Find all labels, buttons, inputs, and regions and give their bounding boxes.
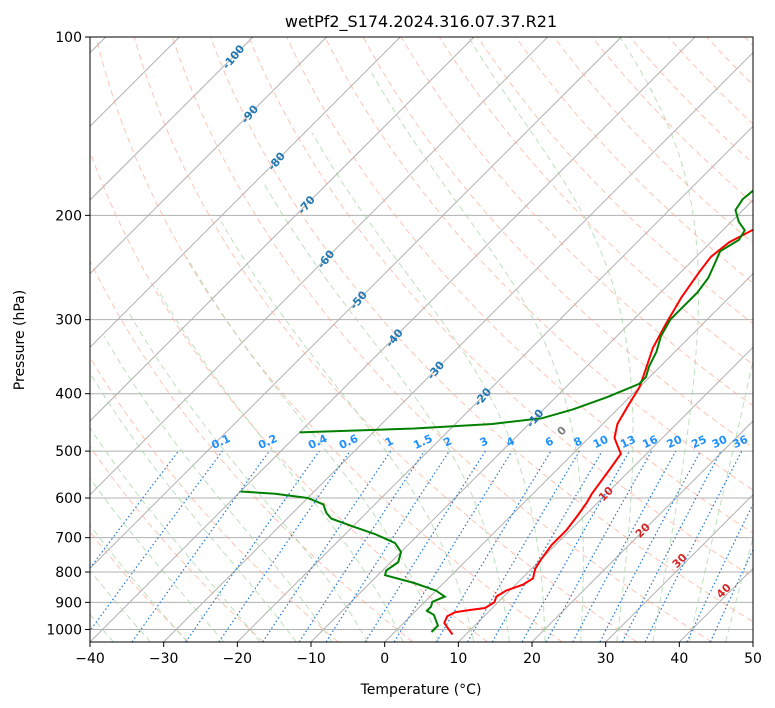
moist-adiabat-line xyxy=(262,180,510,642)
moist-adiabat-line xyxy=(371,72,584,642)
isotherm-line xyxy=(90,37,254,201)
mixing-ratio-line xyxy=(90,450,179,570)
dry-adiabat-line xyxy=(248,37,753,578)
mixing-ratio-line xyxy=(218,450,351,642)
background-lines xyxy=(90,37,775,642)
x-axis-label: Temperature (°C) xyxy=(360,682,482,698)
x-tick-label: −10 xyxy=(296,651,326,667)
plot-frame xyxy=(89,36,754,643)
y-axis-ticks: 1000 900 800 700 600 500 400 300 200 100 xyxy=(46,30,90,638)
moist-adiabat-line xyxy=(619,37,699,642)
dry-adiabat-line xyxy=(515,37,753,284)
mixing-ratio-line xyxy=(185,450,320,642)
profile-lines xyxy=(240,189,753,636)
moist-adiabat-line xyxy=(186,256,439,642)
dewpoint-upper-line xyxy=(299,189,753,434)
y-tick-label: 200 xyxy=(55,208,82,224)
plot-background xyxy=(90,37,753,642)
isotherm-line xyxy=(605,493,753,642)
mixing-ratio-label: 36 xyxy=(731,433,751,451)
moist-adiabat-line xyxy=(220,221,475,642)
dewpoint-line xyxy=(240,490,447,633)
moist-adiabat-line xyxy=(725,536,753,642)
y-axis-label: Pressure (hPa) xyxy=(12,290,28,390)
mixing-ratio-line xyxy=(521,450,631,642)
x-axis-ticks: −40 −30 −20 −10 0 10 20 30 40 50 xyxy=(75,642,762,667)
x-tick-label: 40 xyxy=(670,651,688,667)
dry-adiabat-line xyxy=(95,37,563,642)
moist-adiabat-line xyxy=(90,477,225,642)
mixing-ratio-line xyxy=(644,450,743,642)
chart-title: wetPf2_S174.2024.316.07.37.R21 xyxy=(285,12,557,32)
dry-adiabat-line xyxy=(90,445,264,642)
dry-adiabat-line xyxy=(210,37,753,623)
moist-adiabat-line xyxy=(90,524,188,642)
x-tick-label: 30 xyxy=(597,651,615,667)
dry-adiabat-line xyxy=(171,37,712,642)
isotherm-line xyxy=(384,272,753,642)
moist-adiabat-line xyxy=(90,427,261,642)
mixing-ratio-line xyxy=(90,450,223,632)
x-tick-label: −40 xyxy=(75,651,105,667)
temperature-line xyxy=(443,228,753,636)
y-tick-label: 600 xyxy=(55,491,82,507)
x-tick-label: 10 xyxy=(449,651,467,667)
mixing-ratio-line xyxy=(131,450,270,642)
moist-adiabat-line xyxy=(90,371,297,642)
mixing-ratio-line xyxy=(298,450,425,642)
y-tick-label: 800 xyxy=(55,565,82,581)
isotherm-line xyxy=(90,37,622,570)
mixing-ratio-line xyxy=(262,450,392,642)
mixing-ratio-line xyxy=(572,450,677,642)
mixing-ratio-line xyxy=(393,450,513,642)
y-tick-label: 400 xyxy=(55,387,82,403)
mixing-ratio-label: 10 xyxy=(591,433,611,451)
mixing-ratio-label: 25 xyxy=(689,433,708,451)
moist-adiabat-line xyxy=(90,613,114,642)
y-tick-label: 100 xyxy=(55,30,82,46)
mixing-ratio-line xyxy=(325,450,450,642)
mixing-ratio-label: 13 xyxy=(618,433,637,451)
x-tick-label: 0 xyxy=(380,651,389,667)
dry-adiabat-line xyxy=(286,37,753,534)
moist-adiabat-line xyxy=(90,569,151,642)
dry-adiabat-line xyxy=(324,37,753,491)
y-tick-label: 500 xyxy=(55,444,82,460)
mixing-ratio-label: 16 xyxy=(640,433,660,451)
isotherm-line xyxy=(90,37,328,275)
isotherm-line xyxy=(236,125,753,642)
isotherm-line xyxy=(90,37,475,422)
mixing-ratio-label: 20 xyxy=(665,433,685,451)
dry-adiabat-line xyxy=(133,37,638,642)
x-tick-label: 50 xyxy=(744,651,762,667)
mixing-ratio-label: 30 xyxy=(710,433,730,451)
x-tick-label: 20 xyxy=(523,651,541,667)
dry-adiabat-line xyxy=(90,356,339,642)
mixing-ratio-line xyxy=(545,450,653,642)
x-tick-label: −20 xyxy=(223,651,253,667)
y-tick-label: 700 xyxy=(55,531,82,547)
isotherm-line xyxy=(90,37,549,496)
isotherm-line xyxy=(457,346,753,642)
moist-adiabat-line xyxy=(156,287,404,642)
isotherm-line xyxy=(90,37,696,642)
y-tick-label: 1000 xyxy=(46,622,82,638)
moist-adiabat-line xyxy=(762,37,775,642)
isotherm-line xyxy=(752,641,753,642)
moist-adiabat-line xyxy=(127,310,369,642)
isotherm-line xyxy=(531,420,753,642)
isotherm-line xyxy=(163,51,753,642)
isotherm-line xyxy=(90,37,401,349)
moist-adiabat-line xyxy=(688,358,753,642)
y-tick-label: 900 xyxy=(55,595,82,611)
x-tick-label: −30 xyxy=(149,651,179,667)
y-tick-label: 300 xyxy=(55,313,82,329)
dry-adiabat-line xyxy=(90,259,414,642)
moist-adiabat-line xyxy=(103,336,333,642)
